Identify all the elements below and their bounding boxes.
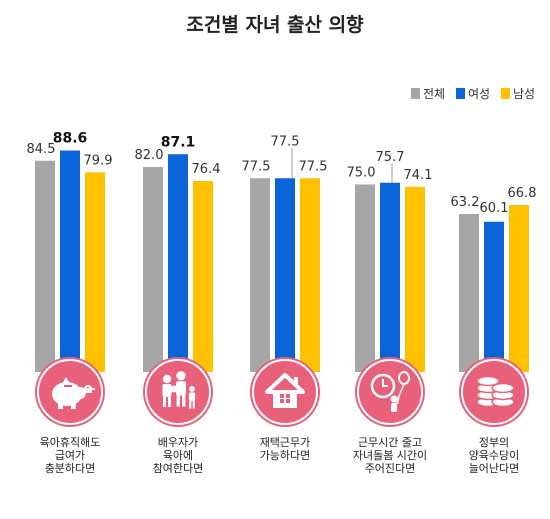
bar-3-1: [250, 178, 270, 372]
value-label-5-1: 63.2: [451, 195, 480, 210]
bar-3-2: [275, 178, 295, 372]
category-label-3-line-1: 재택근무가: [260, 436, 311, 449]
value-label-4-2: 75.7: [376, 150, 405, 165]
bar-2-1: [143, 167, 163, 372]
bar-2-3: [193, 181, 213, 372]
value-label-1-3: 79.9: [84, 153, 113, 168]
value-label-5-2: 60.1: [480, 201, 509, 216]
category-label-5-line-3: 늘어난다면: [469, 462, 520, 475]
category-label-5-line-1: 정부의: [479, 436, 509, 449]
category-label-3-line-2: 가능하다면: [260, 448, 311, 462]
legend: 전체 여성 남성: [411, 87, 535, 101]
category-label-1-line-3: 충분하다면: [45, 461, 96, 475]
value-label-1-2: 88.6: [53, 131, 88, 147]
value-label-2-3: 76.4: [192, 162, 221, 177]
bar-5-3: [509, 205, 529, 372]
chart-title: 조건별 자녀 출산 의향: [186, 14, 364, 36]
category-label-2-line-2: 육아에: [163, 449, 193, 462]
house-icon: [250, 357, 320, 427]
bar-1-1: [35, 160, 55, 372]
bar-4-1: [355, 184, 375, 372]
category-label-4-line-3: 주어진다면: [365, 462, 416, 475]
value-label-4-1: 75.0: [347, 166, 376, 181]
value-label-2-1: 82.0: [135, 148, 164, 163]
category-label-2-line-3: 참여한다면: [153, 462, 204, 475]
category-label-4-line-1: 근무시간 줄고: [358, 436, 422, 449]
bar-5-2: [484, 221, 504, 372]
bar-1-2: [60, 150, 80, 372]
value-label-3-1: 77.5: [242, 159, 271, 174]
value-label-1-1: 84.5: [27, 142, 56, 157]
icon-badges: [35, 357, 529, 427]
coins-icon: [459, 357, 529, 427]
category-label-2-line-1: 배우자가: [158, 436, 198, 449]
legend-label-2: 여성: [468, 87, 490, 101]
legend-swatch-3: [501, 88, 510, 99]
value-label-3-3: 77.5: [299, 159, 328, 174]
bar-1-3: [85, 172, 105, 372]
bar-3-3: [300, 178, 320, 372]
category-label-5-line-2: 양육수당이: [469, 449, 520, 462]
value-label-4-3: 74.1: [404, 168, 433, 183]
category-label-1-line-2: 급여가: [55, 449, 85, 462]
bar-4-2: [380, 182, 400, 372]
legend-label-3: 남성: [513, 87, 535, 101]
bar-4-3: [405, 186, 425, 372]
value-labels: 84.588.679.9 82.087.176.4 77.577.577.5 75.0…: [27, 131, 537, 216]
value-label-3-2: 77.5: [271, 134, 300, 149]
bar-5-1: [459, 214, 479, 372]
value-label-2-2: 87.1: [161, 134, 196, 150]
piggy-bank-icon: [35, 357, 105, 427]
legend-swatch-2: [456, 88, 465, 99]
value-label-5-3: 66.8: [508, 186, 537, 201]
category-label-4-line-2: 자녀돌봄 시간이: [353, 449, 427, 462]
legend-swatch-1: [411, 88, 420, 99]
clock-balloon-icon: [355, 357, 425, 427]
family-icon: [143, 357, 213, 427]
bar-2-2: [168, 154, 188, 372]
legend-label-1: 전체: [423, 87, 445, 101]
category-label-1-line-1: 육아휴직해도: [40, 435, 101, 449]
bars: [35, 150, 529, 372]
